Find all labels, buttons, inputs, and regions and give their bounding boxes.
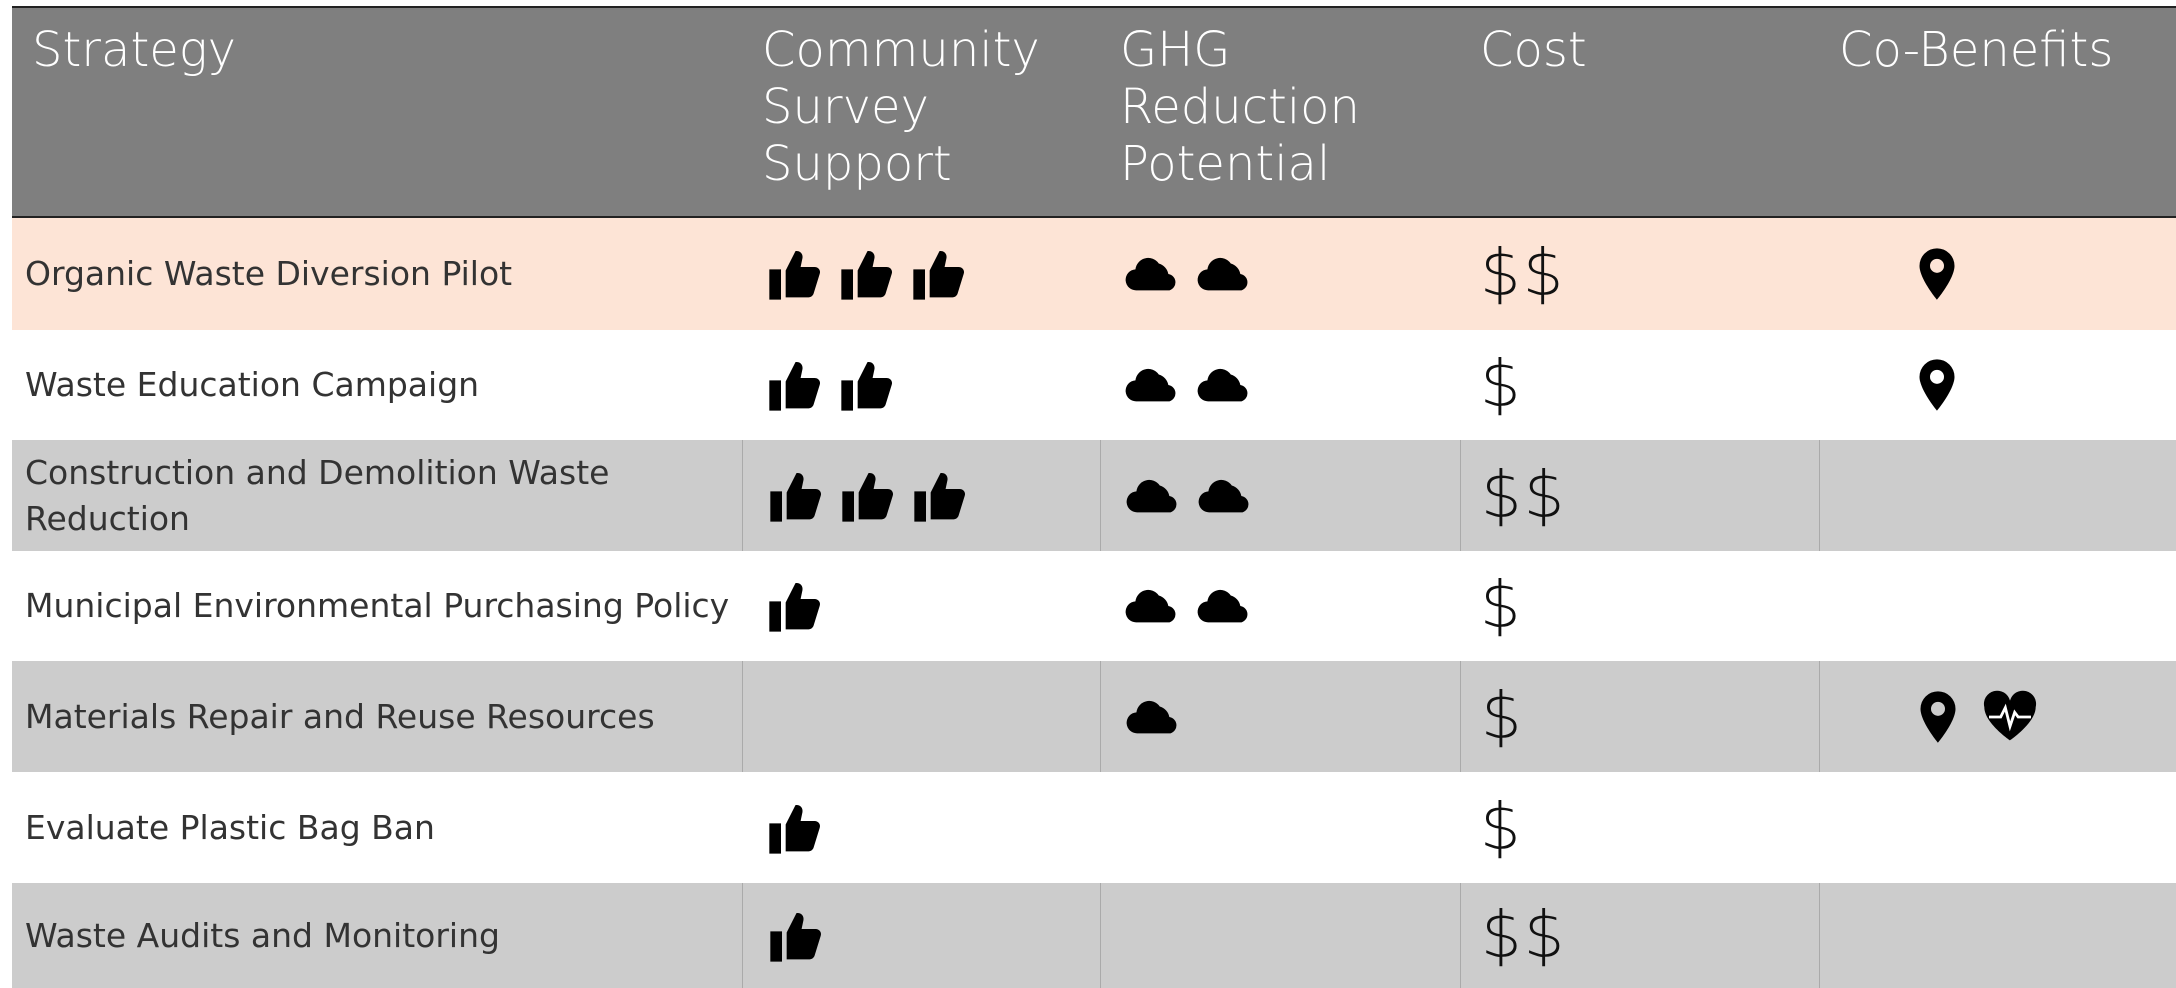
survey-cell bbox=[742, 440, 1100, 551]
table-header: Strategy Community Survey Support GHG Re… bbox=[12, 6, 2176, 218]
cloud-icon bbox=[1125, 368, 1176, 402]
ghg-cell bbox=[1100, 661, 1460, 772]
cloud-icon bbox=[1197, 368, 1248, 402]
table-row: Materials Repair and Reuse Resources $ bbox=[12, 661, 2176, 772]
strategy-cell: Municipal Environmental Purchasing Polic… bbox=[25, 586, 730, 625]
survey-cell bbox=[742, 883, 1100, 988]
ghg-cell bbox=[1100, 772, 1460, 883]
co-benefits-cell bbox=[1819, 883, 2176, 988]
ghg-cell bbox=[1100, 551, 1460, 661]
thumb-icon bbox=[770, 912, 822, 962]
header-cell: Cost bbox=[1480, 22, 1587, 78]
thumb-icon bbox=[769, 251, 821, 300]
cost-cell: $ bbox=[1460, 661, 1819, 772]
header-cell: Strategy bbox=[32, 22, 236, 78]
survey-cell bbox=[742, 330, 1100, 440]
co-benefits-cell bbox=[1819, 218, 2176, 330]
header-cell: Community Survey Support bbox=[762, 22, 1040, 192]
thumb-icon bbox=[841, 362, 893, 411]
thumb-icon bbox=[769, 362, 821, 411]
ghg-cell bbox=[1100, 440, 1460, 551]
survey-cell bbox=[742, 551, 1100, 661]
cloud-icon bbox=[1125, 257, 1176, 291]
survey-cell bbox=[742, 661, 1100, 772]
table-row: Waste Education Campaign $ bbox=[12, 330, 2176, 440]
cloud-icon bbox=[1197, 589, 1248, 623]
strategy-cell: Organic Waste Diversion Pilot bbox=[25, 254, 513, 293]
table-row: Organic Waste Diversion Pilot $$ bbox=[12, 218, 2176, 330]
cloud-icon bbox=[1198, 479, 1249, 512]
cloud-icon bbox=[1126, 700, 1177, 733]
cloud-icon bbox=[1126, 479, 1177, 512]
co-benefits-cell bbox=[1819, 661, 2176, 772]
table-row: Construction and Demolition Waste Reduct… bbox=[12, 440, 2176, 551]
cost-cell: $$ bbox=[1460, 440, 1819, 551]
cloud-icon bbox=[1125, 589, 1176, 623]
ghg-cell bbox=[1100, 330, 1460, 440]
location-icon bbox=[1920, 690, 1956, 743]
thumb-icon bbox=[770, 472, 822, 522]
thumb-icon bbox=[842, 472, 894, 522]
survey-cell bbox=[742, 772, 1100, 883]
co-benefits-cell bbox=[1819, 551, 2176, 661]
co-benefits-cell bbox=[1819, 440, 2176, 551]
thumb-icon bbox=[914, 472, 966, 522]
ghg-cell bbox=[1100, 883, 1460, 988]
thumb-icon bbox=[913, 251, 965, 300]
co-benefits-cell bbox=[1819, 330, 2176, 440]
table-row: Municipal Environmental Purchasing Polic… bbox=[12, 551, 2176, 661]
strategy-cell: Materials Repair and Reuse Resources bbox=[25, 696, 655, 736]
cost-cell: $ bbox=[1480, 348, 1523, 422]
survey-cell bbox=[742, 218, 1100, 330]
strategy-cell: Waste Audits and Monitoring bbox=[25, 915, 500, 955]
thumb-icon bbox=[769, 804, 821, 854]
header-cell: GHG Reduction Potential bbox=[1120, 22, 1360, 192]
cost-cell: $$ bbox=[1460, 883, 1819, 988]
co-benefits-cell bbox=[1819, 772, 2176, 883]
health-icon bbox=[1983, 690, 2037, 740]
table-row: Waste Audits and Monitoring $$ bbox=[12, 883, 2176, 988]
cloud-icon bbox=[1197, 257, 1248, 291]
location-icon bbox=[1919, 248, 1955, 300]
strategy-cell: Evaluate Plastic Bag Ban bbox=[25, 807, 435, 847]
location-icon bbox=[1919, 359, 1955, 411]
strategy-cell: Waste Education Campaign bbox=[25, 365, 480, 404]
thumb-icon bbox=[769, 583, 821, 632]
cost-cell: $ bbox=[1480, 790, 1523, 865]
strategy-cell: Construction and Demolition Waste Reduct… bbox=[25, 452, 610, 538]
ghg-cell bbox=[1100, 218, 1460, 330]
table-row: Evaluate Plastic Bag Ban $ bbox=[12, 772, 2176, 883]
cost-cell: $$ bbox=[1480, 237, 1566, 311]
header-cell: Co-Benefits bbox=[1839, 22, 2114, 78]
cost-cell: $ bbox=[1480, 569, 1523, 643]
thumb-icon bbox=[841, 251, 893, 300]
